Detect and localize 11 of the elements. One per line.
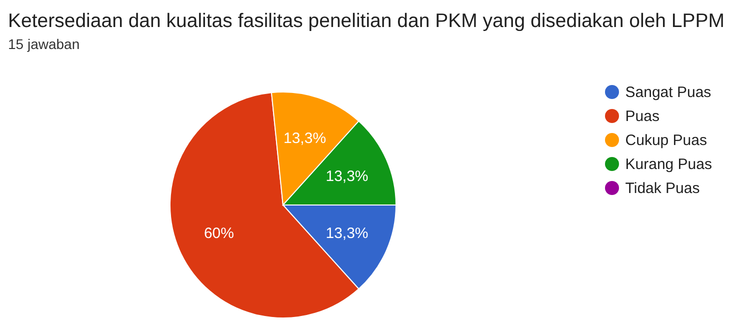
data-label: 13,3% <box>284 130 326 147</box>
legend-label: Cukup Puas <box>625 132 707 148</box>
data-label: 60% <box>204 224 234 242</box>
legend-label: Sangat Puas <box>625 84 712 100</box>
chart-title: Ketersediaan dan kualitas fasilitas penelitian dan PKM yang disediakan oleh LPPM <box>8 10 725 33</box>
legend-label: Tidak Puas <box>625 180 700 196</box>
legend-label: Kurang Puas <box>625 156 712 172</box>
legend-label: Puas <box>625 108 660 124</box>
data-label: 13,3% <box>326 224 368 242</box>
text: 15 jawaban <box>8 36 80 52</box>
data-label: 13,3% <box>326 168 368 186</box>
